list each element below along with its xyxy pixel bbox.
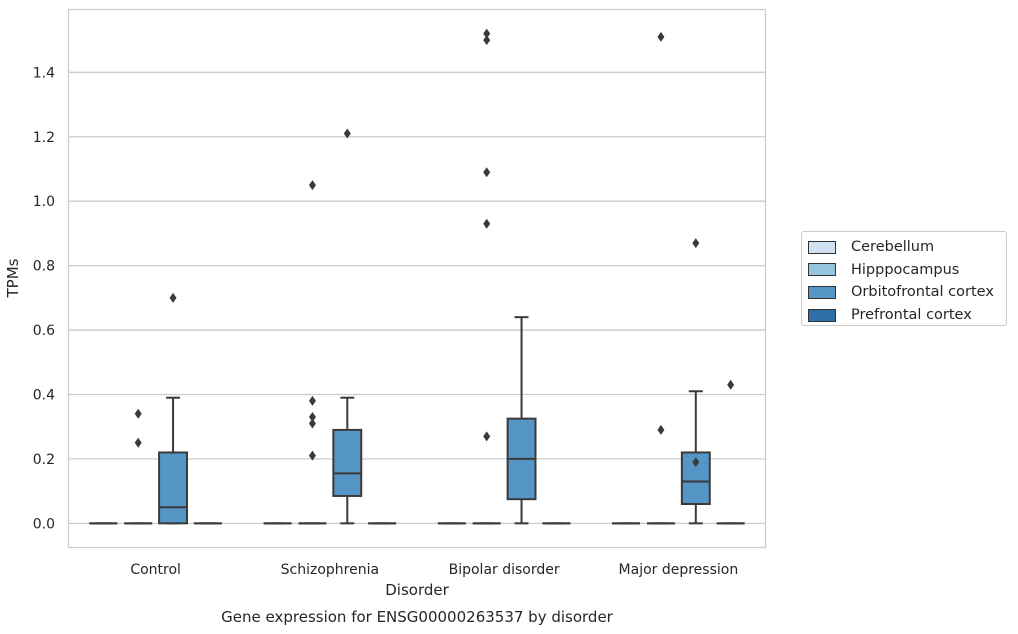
x-tick-labels: Control Schizophrenia Bipolar disorder Majo…	[130, 562, 738, 578]
outlier-point	[343, 128, 351, 139]
x-tick-label: Bipolar disorder	[449, 562, 560, 578]
box-body	[158, 451, 188, 525]
outlier-point	[308, 418, 316, 429]
y-tick-label: 1.2	[33, 130, 55, 146]
x-tick-label: Control	[130, 562, 181, 578]
outlier-point	[657, 31, 665, 42]
legend-item-hippocampus: Hipppocampus	[808, 259, 1006, 282]
chart-title: Gene expression for ENSG00000263537 by d…	[221, 608, 614, 626]
legend-label: Orbitofrontal cortex	[851, 284, 994, 301]
box-2-2	[506, 316, 537, 525]
legend-item-orbitofrontal-cortex: Orbitofrontal cortex	[808, 281, 1006, 304]
box-2-1	[332, 128, 363, 525]
plot-frame	[67, 8, 767, 549]
legend: Cerebellum Hipppocampus Orbitofrontal co…	[801, 231, 1007, 326]
outlier-point	[134, 408, 142, 419]
x-tick-label: Major depression	[619, 562, 739, 578]
outlier-point	[692, 238, 700, 249]
outlier-point	[727, 379, 735, 390]
outlier-point	[308, 180, 316, 191]
y-tick-label: 0.8	[33, 259, 55, 275]
box-1-2	[472, 28, 501, 525]
box-1-0	[124, 408, 153, 525]
box-2-0	[158, 292, 188, 525]
x-tick-label: Schizophrenia	[281, 562, 379, 578]
outlier-point	[483, 28, 491, 39]
box-3-3	[716, 379, 745, 525]
legend-swatch	[808, 285, 836, 299]
box-1-1	[298, 180, 327, 525]
legend-label: Hipppocampus	[851, 261, 960, 278]
box-body	[332, 428, 363, 497]
y-tick-label: 0.4	[33, 387, 55, 403]
y-tick-label: 1.4	[33, 65, 55, 81]
legend-item-cerebellum: Cerebellum	[808, 236, 1006, 259]
y-tick-labels: 0.0 0.2 0.4 0.6 0.8 1.0 1.2 1.4	[33, 65, 55, 532]
y-tick-label: 0.0	[33, 516, 55, 532]
outlier-point	[657, 424, 665, 435]
outlier-point	[483, 218, 491, 229]
box-2-3	[680, 238, 711, 525]
y-tick-label: 1.0	[33, 194, 55, 210]
outlier-point	[483, 35, 491, 46]
y-tick-label: 0.6	[33, 323, 55, 339]
legend-swatch	[808, 308, 836, 322]
legend-swatch	[808, 240, 836, 254]
box-1-3	[647, 31, 675, 525]
x-axis-label: Disorder	[385, 581, 449, 599]
legend-label: Cerebellum	[851, 239, 935, 256]
legend-item-prefrontal-cortex: Prefrontal cortex	[808, 304, 1006, 327]
outlier-point	[308, 450, 316, 461]
y-axis-label: TPMs	[4, 258, 22, 298]
outlier-point	[308, 412, 316, 423]
y-tick-label: 0.2	[33, 452, 55, 468]
outlier-point	[169, 292, 177, 303]
box-layer	[89, 28, 745, 525]
outlier-point	[483, 167, 491, 178]
legend-label: Prefrontal cortex	[851, 307, 972, 324]
legend-swatch	[808, 263, 836, 277]
outlier-point	[483, 431, 491, 442]
outlier-point	[308, 395, 316, 406]
outlier-point	[692, 457, 700, 468]
outlier-point	[134, 437, 142, 448]
